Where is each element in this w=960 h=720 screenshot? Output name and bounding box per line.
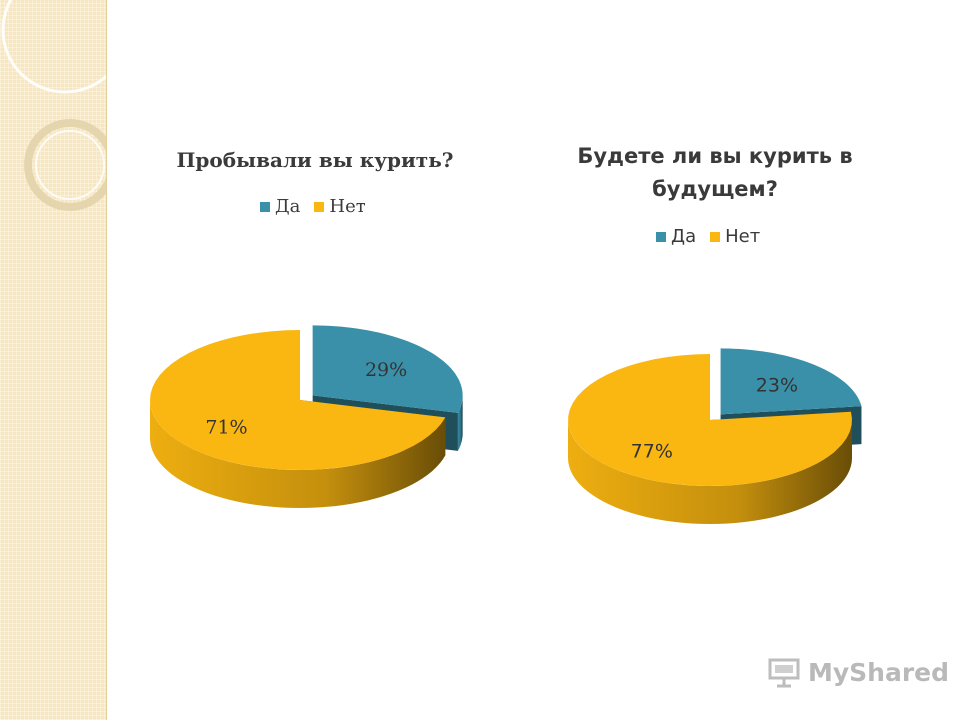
legend-right: Да Нет [656,226,774,247]
pie-slice-da [312,325,463,413]
watermark-text: MyShared [808,657,950,687]
legend-left: Да Нет [260,196,380,217]
legend-item-net: Нет [710,226,760,247]
pie-slice-side-0 [457,395,463,451]
legend-label-net: Нет [329,196,366,217]
data-label-net: 77% [631,441,673,463]
pie-slice-da [720,348,862,415]
pie-slice-cut-face [312,395,458,451]
data-label-da: 23% [756,375,798,397]
data-label-net: 71% [205,417,247,439]
legend-item-da: Да [656,226,696,247]
decorative-rings [1,0,106,211]
legend-swatch-da [260,201,270,212]
pie-slice-cut-face [710,411,851,458]
presentation-icon [768,658,800,688]
pie-slice-side-1 [568,420,852,524]
chart-title-left: Пробывали вы курить? [176,148,454,172]
chart-title-right: Будете ли вы курить в будущем? [577,144,853,201]
legend-label-net: Нет [725,226,761,247]
data-label-da: 29% [365,359,407,381]
legend-label-da: Да [671,226,697,247]
legend-swatch-net [314,201,325,212]
pie-slice-cut-face [720,406,862,453]
legend-item-net: Нет [314,196,366,217]
decorative-side-strip [0,0,107,720]
legend-swatch-net [710,231,721,242]
legend-swatch-da [656,231,666,242]
pie-slice-side-1 [150,400,446,508]
pie-slice-net [568,354,852,486]
pie-slice-cut-face [300,400,446,456]
legend-item-da: Да [260,196,300,217]
pie-slice-net [150,330,446,470]
watermark: MyShared [768,656,949,688]
legend-label-da: Да [275,196,301,217]
